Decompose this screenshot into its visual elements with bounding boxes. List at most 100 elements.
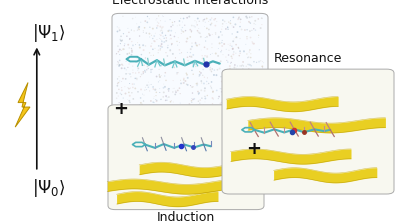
Point xyxy=(223,55,229,59)
Point xyxy=(155,48,162,52)
Point xyxy=(234,30,241,34)
Point xyxy=(130,43,136,47)
Point xyxy=(118,93,125,96)
Point xyxy=(183,40,190,43)
Point xyxy=(130,106,136,109)
Point xyxy=(260,104,266,107)
Point xyxy=(184,37,190,40)
Point xyxy=(117,37,123,41)
Point xyxy=(201,108,208,112)
Point xyxy=(222,74,228,78)
Point xyxy=(177,101,184,105)
Point xyxy=(178,109,184,113)
Point xyxy=(251,87,257,90)
Point xyxy=(238,64,245,68)
Point xyxy=(240,67,246,71)
Point xyxy=(199,57,206,60)
Point xyxy=(245,63,251,66)
Point xyxy=(157,25,164,28)
Point xyxy=(177,92,183,95)
Point xyxy=(249,15,255,19)
Point xyxy=(153,91,160,94)
Point xyxy=(235,17,241,21)
Point xyxy=(113,52,120,56)
Point xyxy=(247,106,254,110)
Point xyxy=(195,90,201,93)
Point xyxy=(116,75,122,78)
Point xyxy=(160,14,166,18)
Point xyxy=(228,55,234,58)
Point xyxy=(156,79,163,83)
Point xyxy=(187,35,194,39)
Point xyxy=(130,86,136,89)
Point xyxy=(260,87,267,91)
Point xyxy=(137,46,143,49)
Point xyxy=(154,24,161,27)
Point xyxy=(138,64,145,67)
Point xyxy=(113,52,120,55)
Point xyxy=(251,60,257,64)
Point xyxy=(201,45,208,49)
Point xyxy=(188,55,195,59)
Point xyxy=(138,20,144,24)
Point xyxy=(180,81,187,85)
Point xyxy=(174,43,181,47)
Point xyxy=(248,56,254,59)
Text: Induction: Induction xyxy=(157,211,215,223)
Point xyxy=(211,106,217,109)
Point xyxy=(159,40,165,43)
Point xyxy=(196,91,202,95)
Point xyxy=(158,33,164,37)
Point xyxy=(228,61,234,64)
Point xyxy=(117,91,124,95)
Point xyxy=(227,67,233,70)
Point xyxy=(249,29,255,32)
Point xyxy=(116,29,123,32)
Point xyxy=(142,57,148,61)
Point xyxy=(118,35,124,38)
Point xyxy=(114,25,120,29)
Point xyxy=(152,47,158,50)
Point xyxy=(260,61,267,65)
Point xyxy=(247,63,254,67)
Point xyxy=(146,35,153,39)
Point xyxy=(116,64,122,68)
Point xyxy=(199,96,205,100)
Point xyxy=(148,83,154,86)
Point xyxy=(244,56,251,60)
Point xyxy=(204,27,210,30)
Point xyxy=(237,68,244,72)
Point xyxy=(227,19,234,23)
Point xyxy=(162,34,169,37)
Point xyxy=(246,20,252,23)
Point xyxy=(212,17,218,21)
Point xyxy=(256,60,262,64)
Point xyxy=(125,72,131,75)
Point xyxy=(168,25,174,28)
Point xyxy=(145,85,152,89)
Point xyxy=(235,76,242,79)
Point xyxy=(156,73,162,76)
Point xyxy=(223,93,229,96)
Point xyxy=(159,31,166,35)
Point xyxy=(226,49,232,52)
Point xyxy=(143,31,150,35)
Point xyxy=(170,87,176,90)
Point xyxy=(114,30,121,33)
Point xyxy=(247,21,254,25)
Point xyxy=(154,26,160,30)
Point xyxy=(135,68,141,72)
Point xyxy=(138,88,144,91)
Point xyxy=(115,61,122,65)
Point xyxy=(202,39,209,43)
Point xyxy=(151,34,158,38)
Point xyxy=(206,20,212,23)
Point xyxy=(197,31,203,35)
Point xyxy=(118,49,125,52)
Point xyxy=(126,52,132,55)
Point xyxy=(192,62,199,66)
Point xyxy=(184,16,190,20)
Point xyxy=(158,98,164,101)
Point xyxy=(188,55,194,59)
Point xyxy=(193,21,200,25)
